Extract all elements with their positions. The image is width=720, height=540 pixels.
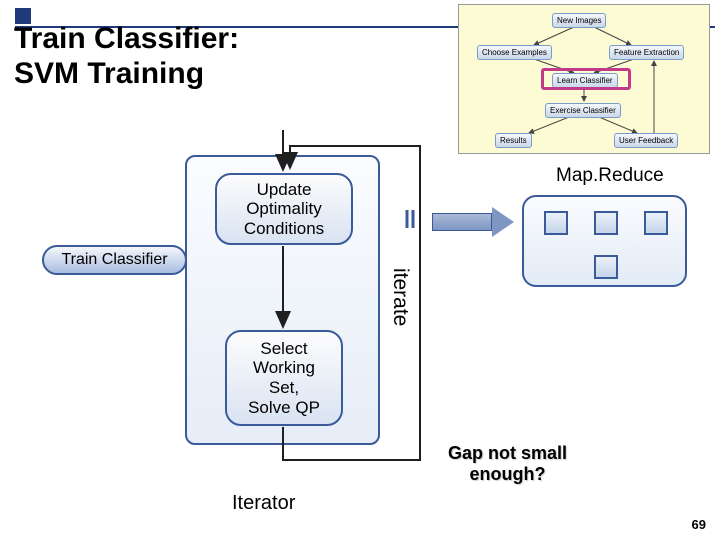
train-pill-text: Train Classifier bbox=[61, 251, 167, 268]
iterate-label: iterate bbox=[388, 268, 412, 326]
update-optimality-node: Update Optimality Conditions bbox=[215, 173, 353, 245]
title-line-1: Train Classifier: bbox=[14, 22, 239, 55]
slide-number: 69 bbox=[692, 517, 706, 532]
iterator-label: Iterator bbox=[232, 492, 295, 515]
mini-choose-examples: Choose Examples bbox=[477, 45, 552, 60]
train-classifier-pill: Train Classifier bbox=[42, 245, 187, 275]
mini-flowchart: New Images Choose Examples Feature Extra… bbox=[458, 4, 710, 154]
mini-highlight bbox=[541, 68, 631, 90]
mapreduce-label: Map.Reduce bbox=[556, 165, 664, 187]
mr-square-1 bbox=[544, 211, 568, 235]
select-working-set-node: Select Working Set, Solve QP bbox=[225, 330, 343, 426]
gap-condition-label: Gap not small enough? bbox=[448, 443, 567, 484]
gap-text: Gap not small enough? bbox=[448, 443, 567, 484]
mini-user-feedback: User Feedback bbox=[614, 133, 678, 148]
title-line-2: SVM Training bbox=[14, 57, 204, 90]
select-node-text: Select Working Set, Solve QP bbox=[248, 339, 320, 417]
mapreduce-box bbox=[522, 195, 687, 287]
mini-results: Results bbox=[495, 133, 532, 148]
update-node-text: Update Optimality Conditions bbox=[244, 180, 324, 239]
mr-square-2 bbox=[594, 211, 618, 235]
mr-square-out bbox=[594, 255, 618, 279]
mr-square-3 bbox=[644, 211, 668, 235]
page-title: Train Classifier: SVM Training bbox=[14, 22, 239, 91]
mini-exercise-classifier: Exercise Classifier bbox=[545, 103, 621, 118]
mini-new-images: New Images bbox=[552, 13, 606, 28]
arrow-to-mapreduce bbox=[432, 213, 492, 231]
mini-feature-extraction: Feature Extraction bbox=[609, 45, 684, 60]
